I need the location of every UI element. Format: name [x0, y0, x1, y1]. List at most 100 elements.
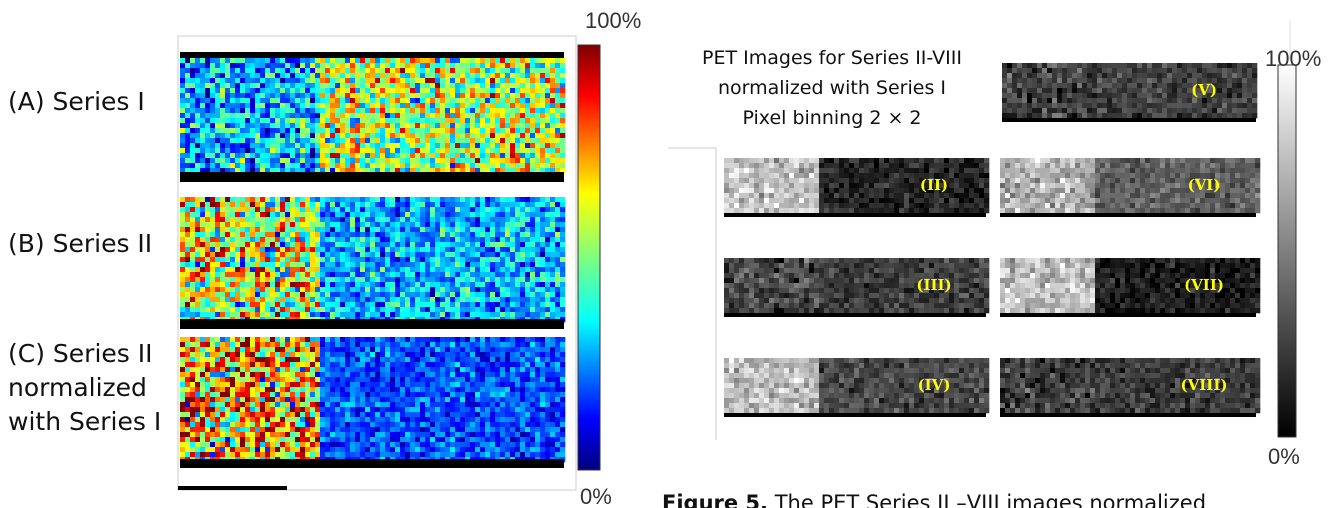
- pixel: [430, 63, 435, 68]
- pixel: [485, 98, 490, 103]
- pixel: [195, 397, 200, 402]
- pixel: [340, 417, 345, 422]
- pixel: [430, 113, 435, 118]
- pixel: [230, 372, 235, 377]
- pixel: [435, 342, 440, 347]
- pixel: [430, 407, 435, 412]
- pixel: [270, 407, 275, 412]
- pixel: [235, 158, 240, 163]
- pixel: [525, 103, 530, 108]
- pixel: [435, 217, 440, 222]
- pixel: [355, 357, 360, 362]
- pixel: [210, 312, 215, 317]
- pixel: [310, 397, 315, 402]
- pixel: [550, 153, 555, 158]
- pixel: [445, 202, 450, 207]
- pixel: [220, 372, 225, 377]
- pixel: [365, 402, 370, 407]
- pixel: [180, 342, 185, 347]
- pixel: [355, 312, 360, 317]
- pixel: [205, 372, 210, 377]
- pixel: [505, 342, 510, 347]
- pixel: [385, 377, 390, 382]
- pixel: [420, 412, 425, 417]
- pixel: [465, 237, 470, 242]
- pixel: [410, 272, 415, 277]
- pixel: [470, 412, 475, 417]
- pixel: [480, 382, 485, 387]
- pixel: [245, 297, 250, 302]
- pixel: [430, 312, 435, 317]
- pixel: [490, 372, 495, 377]
- pixel: [560, 287, 565, 292]
- pixel: [310, 237, 315, 242]
- pixel: [550, 277, 555, 282]
- pixel: [490, 252, 495, 257]
- pixel: [240, 108, 245, 113]
- pixel: [285, 207, 290, 212]
- pixel: [195, 63, 200, 68]
- pixel: [360, 272, 365, 277]
- pixel: [325, 143, 330, 148]
- pixel: [235, 128, 240, 133]
- pixel: [235, 367, 240, 372]
- pixel: [200, 88, 205, 93]
- pixel: [310, 217, 315, 222]
- pixel: [340, 267, 345, 272]
- pixel: [185, 207, 190, 212]
- pixel: [345, 357, 350, 362]
- pixel: [250, 347, 255, 352]
- pixel: [375, 73, 380, 78]
- pixel: [495, 267, 500, 272]
- pixel: [380, 342, 385, 347]
- pixel: [360, 397, 365, 402]
- pixel: [465, 103, 470, 108]
- pixel: [395, 133, 400, 138]
- pixel: [225, 73, 230, 78]
- pixel: [270, 158, 275, 163]
- pixel: [500, 272, 505, 277]
- pixel: [415, 257, 420, 262]
- pixel: [180, 367, 185, 372]
- pixel: [210, 58, 215, 63]
- pixel: [455, 103, 460, 108]
- pixel: [335, 98, 340, 103]
- pixel: [435, 262, 440, 267]
- pixel: [515, 357, 520, 362]
- pixel: [490, 397, 495, 402]
- pixel: [320, 118, 325, 123]
- pixel: [350, 202, 355, 207]
- pixel: [290, 357, 295, 362]
- pixel: [355, 212, 360, 217]
- pixel: [205, 417, 210, 422]
- pixel: [255, 88, 260, 93]
- pixel: [450, 68, 455, 73]
- pixel: [300, 272, 305, 277]
- pixel: [260, 202, 265, 207]
- pixel: [430, 123, 435, 128]
- pixel: [245, 307, 250, 312]
- pixel: [525, 282, 530, 287]
- pixel: [265, 337, 270, 342]
- pixel: [370, 342, 375, 347]
- pixel: [275, 307, 280, 312]
- pixel: [275, 73, 280, 78]
- pixel: [545, 252, 550, 257]
- pixel: [240, 212, 245, 217]
- pixel: [370, 242, 375, 247]
- pixel: [535, 292, 540, 297]
- pixel: [220, 143, 225, 148]
- pixel: [480, 277, 485, 282]
- pixel: [275, 133, 280, 138]
- pixel: [485, 397, 490, 402]
- pixel: [555, 123, 560, 128]
- pixel: [210, 297, 215, 302]
- pixel: [360, 207, 365, 212]
- pixel: [530, 108, 535, 113]
- pixel: [295, 372, 300, 377]
- pixel: [410, 197, 415, 202]
- pixel: [215, 402, 220, 407]
- pixel: [345, 262, 350, 267]
- pixel: [445, 367, 450, 372]
- pixel: [335, 277, 340, 282]
